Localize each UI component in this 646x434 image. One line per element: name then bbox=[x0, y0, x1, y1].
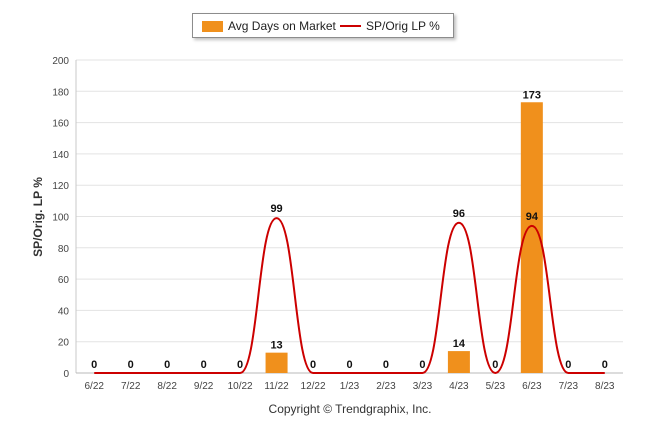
y-tick-label: 100 bbox=[52, 213, 69, 224]
y-tick-label: 40 bbox=[58, 306, 70, 317]
x-tick-label: 7/22 bbox=[121, 381, 141, 392]
bar bbox=[447, 351, 470, 373]
bar-data-label: 14 bbox=[453, 338, 466, 350]
line-data-label: 99 bbox=[270, 203, 282, 215]
x-tick-label: 11/22 bbox=[264, 381, 289, 392]
x-tick-label: 10/22 bbox=[228, 381, 253, 392]
zero-data-label: 0 bbox=[91, 359, 97, 371]
zero-data-label: 0 bbox=[201, 359, 207, 371]
copyright-text: Copyright © Trendgraphix, Inc. bbox=[268, 402, 432, 416]
zero-data-label: 0 bbox=[164, 359, 170, 371]
legend-bar-swatch bbox=[202, 20, 223, 32]
x-tick-label: 2/23 bbox=[376, 381, 396, 392]
x-tick-label: 12/22 bbox=[301, 381, 326, 392]
y-tick-label: 200 bbox=[52, 56, 69, 67]
y-tick-label: 80 bbox=[58, 244, 70, 255]
y-tick-label: 180 bbox=[52, 87, 69, 98]
line-data-label: 94 bbox=[526, 211, 539, 223]
series-line bbox=[94, 217, 605, 375]
legend-item-sp[interactable]: SP/Orig LP % bbox=[340, 19, 440, 33]
x-tick-label: 1/23 bbox=[340, 381, 360, 392]
legend-item-days[interactable]: Avg Days on Market bbox=[202, 19, 336, 33]
y-tick-label: 20 bbox=[58, 338, 70, 349]
legend-line-swatch bbox=[340, 25, 361, 27]
y-tick-label: 120 bbox=[52, 181, 69, 192]
bar-data-label: 173 bbox=[523, 89, 541, 101]
x-tick-label: 5/23 bbox=[486, 381, 506, 392]
legend-label-sp: SP/Orig LP % bbox=[366, 19, 440, 33]
zero-data-label: 0 bbox=[346, 359, 352, 371]
x-tick-label: 9/22 bbox=[194, 381, 214, 392]
zero-data-label: 0 bbox=[565, 359, 571, 371]
x-tick-label: 8/23 bbox=[595, 381, 615, 392]
legend-label-days: Avg Days on Market bbox=[228, 19, 336, 33]
zero-data-label: 0 bbox=[419, 359, 425, 371]
x-tick-label: 6/23 bbox=[522, 381, 542, 392]
zero-data-label: 0 bbox=[310, 359, 316, 371]
zero-data-label: 0 bbox=[602, 359, 608, 371]
chart-legend: Avg Days on Market SP/Orig LP % bbox=[192, 13, 454, 38]
bar bbox=[265, 352, 288, 373]
x-tick-label: 8/22 bbox=[157, 381, 177, 392]
y-tick-label: 140 bbox=[52, 150, 69, 161]
y-tick-label: 60 bbox=[58, 275, 70, 286]
bar-data-label: 13 bbox=[270, 340, 282, 352]
x-tick-label: 3/23 bbox=[413, 381, 433, 392]
zero-data-label: 0 bbox=[383, 359, 389, 371]
x-tick-label: 7/23 bbox=[559, 381, 579, 392]
x-tick-label: 4/23 bbox=[449, 381, 469, 392]
y-tick-label: 160 bbox=[52, 119, 69, 130]
zero-data-label: 0 bbox=[128, 359, 134, 371]
y-tick-label: 0 bbox=[63, 369, 69, 380]
bar bbox=[520, 102, 543, 373]
zero-data-label: 0 bbox=[492, 359, 498, 371]
line-data-label: 96 bbox=[453, 208, 465, 220]
x-tick-label: 6/22 bbox=[84, 381, 104, 392]
zero-data-label: 0 bbox=[237, 359, 243, 371]
